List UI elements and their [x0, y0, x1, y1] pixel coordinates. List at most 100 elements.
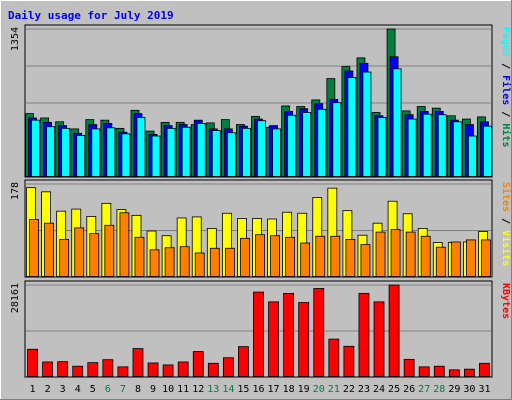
- bar-kbytes-day-10: [162, 364, 174, 377]
- bar-kbytes-day-3: [57, 361, 69, 377]
- bar-kbytes-day-21: [328, 338, 340, 377]
- x-tick-label: 15: [237, 384, 249, 395]
- panel-middle: 178 Sites / Visits: [10, 179, 512, 278]
- bar-pages-day-10: [166, 127, 176, 177]
- bar-sites-day-7: [119, 212, 130, 277]
- bar-pages-day-15: [242, 127, 251, 177]
- bar-sites-day-20: [315, 235, 326, 277]
- bar-kbytes-day-26: [403, 358, 415, 377]
- bar-sites-day-16: [255, 234, 265, 277]
- bar-sites-day-9: [149, 249, 160, 277]
- bar-sites-day-2: [44, 222, 54, 277]
- bar-sites-day-12: [194, 252, 205, 277]
- x-tick-label: 24: [373, 384, 385, 395]
- bar-pages-day-4: [76, 135, 86, 177]
- x-tick-label: 25: [388, 384, 400, 395]
- x-axis-ticks: 1 2 3 4 5 6 7 8 9 10 11 12 13 14 15 16 17 18 19 20 21 22 23 24 2…: [30, 384, 491, 395]
- bar-pages-day-2: [46, 126, 55, 177]
- bar-pages-day-31: [483, 125, 492, 177]
- x-tick-label: 9: [150, 384, 156, 395]
- bar-pages-day-11: [181, 126, 191, 177]
- side-label-part: Sites: [500, 182, 512, 212]
- bar-sites-day-30: [466, 239, 476, 277]
- bar-pages-day-21: [332, 102, 342, 177]
- bar-kbytes-day-2: [42, 361, 53, 377]
- x-tick-label: 28: [433, 384, 445, 395]
- bar-pages-day-22: [347, 77, 357, 177]
- bar-kbytes-day-8: [132, 348, 144, 377]
- side-label-part: Files: [500, 75, 512, 105]
- x-tick-label: 10: [162, 384, 174, 395]
- bar-sites-day-29: [450, 241, 461, 277]
- chart-panels: 1354 Pages / Files / Hits 178 Sites / Visit…: [10, 24, 512, 378]
- bar-sites-day-23: [360, 244, 371, 277]
- x-tick-label: 13: [207, 384, 219, 395]
- bar-sites-day-19: [300, 242, 311, 277]
- bar-pages-day-13: [211, 130, 221, 177]
- side-label-part: KBytes: [500, 283, 511, 319]
- x-tick-label: 23: [358, 384, 370, 395]
- x-tick-label: 27: [418, 384, 430, 395]
- bar-sites-day-3: [59, 238, 70, 277]
- bar-sites-day-11: [179, 246, 190, 277]
- bar-pages-day-5: [91, 128, 101, 177]
- side-label-top: Pages / Files / Hits: [500, 27, 512, 147]
- bar-kbytes-day-25: [388, 284, 400, 377]
- x-tick-label: 11: [177, 384, 189, 395]
- x-tick-label: 26: [403, 384, 415, 395]
- bar-sites-day-4: [74, 227, 85, 277]
- bar-kbytes-day-24: [373, 301, 385, 377]
- bar-kbytes-day-13: [207, 362, 219, 377]
- y-max-label-top: 1354: [10, 27, 21, 51]
- bar-pages-day-18: [287, 114, 297, 177]
- bar-kbytes-day-7: [117, 366, 129, 377]
- x-tick-label: 22: [343, 384, 355, 395]
- x-tick-label: 12: [192, 384, 204, 395]
- bar-sites-day-26: [405, 231, 416, 277]
- bar-kbytes-day-27: [418, 366, 430, 377]
- bar-kbytes-day-9: [147, 362, 159, 377]
- x-tick-label: 20: [313, 384, 325, 395]
- bar-pages-day-3: [61, 127, 71, 177]
- x-tick-label: 3: [60, 384, 66, 395]
- bar-kbytes-day-11: [177, 361, 189, 377]
- y-max-label-middle: 178: [10, 182, 21, 200]
- bar-sites-day-22: [345, 238, 356, 277]
- bar-sites-day-31: [481, 239, 491, 277]
- x-tick-label: 16: [252, 384, 264, 395]
- side-label-part: Visits: [500, 230, 512, 266]
- bar-kbytes-day-20: [313, 288, 325, 377]
- bar-pages-day-19: [302, 112, 312, 177]
- bar-pages-day-28: [437, 114, 447, 177]
- x-tick-label: 4: [75, 384, 81, 395]
- bar-sites-day-25: [390, 229, 401, 277]
- panel-bottom: 28161 KBytes: [10, 280, 511, 378]
- x-tick-label: 18: [283, 384, 295, 395]
- bar-pages-day-26: [407, 118, 417, 177]
- bar-pages-day-16: [257, 120, 266, 177]
- side-label-middle: Sites / Visits: [500, 182, 512, 266]
- x-tick-label: 1: [30, 384, 36, 395]
- bar-kbytes-day-6: [102, 359, 114, 377]
- side-label-part: Pages: [500, 27, 511, 57]
- bar-sites-day-27: [420, 235, 431, 277]
- bar-pages-day-30: [468, 135, 477, 177]
- bar-pages-day-25: [392, 68, 402, 177]
- x-tick-label: 14: [222, 384, 234, 395]
- bar-kbytes-day-1: [27, 348, 38, 377]
- bar-pages-day-24: [377, 117, 387, 177]
- bar-pages-day-8: [136, 117, 146, 177]
- bar-sites-day-21: [330, 235, 341, 277]
- x-tick-label: 21: [328, 384, 340, 395]
- chart-title: Daily usage for July 2019: [8, 9, 174, 22]
- bar-sites-day-10: [164, 247, 175, 277]
- bar-kbytes-day-22: [343, 345, 355, 377]
- x-tick-label: 7: [120, 384, 126, 395]
- bar-pages-day-1: [31, 119, 40, 177]
- bar-kbytes-day-4: [72, 365, 84, 377]
- bar-sites-day-28: [435, 246, 446, 277]
- bar-sites-day-13: [209, 247, 220, 277]
- bar-kbytes-day-5: [87, 362, 99, 377]
- x-tick-label: 19: [298, 384, 310, 395]
- bar-kbytes-day-30: [464, 368, 475, 377]
